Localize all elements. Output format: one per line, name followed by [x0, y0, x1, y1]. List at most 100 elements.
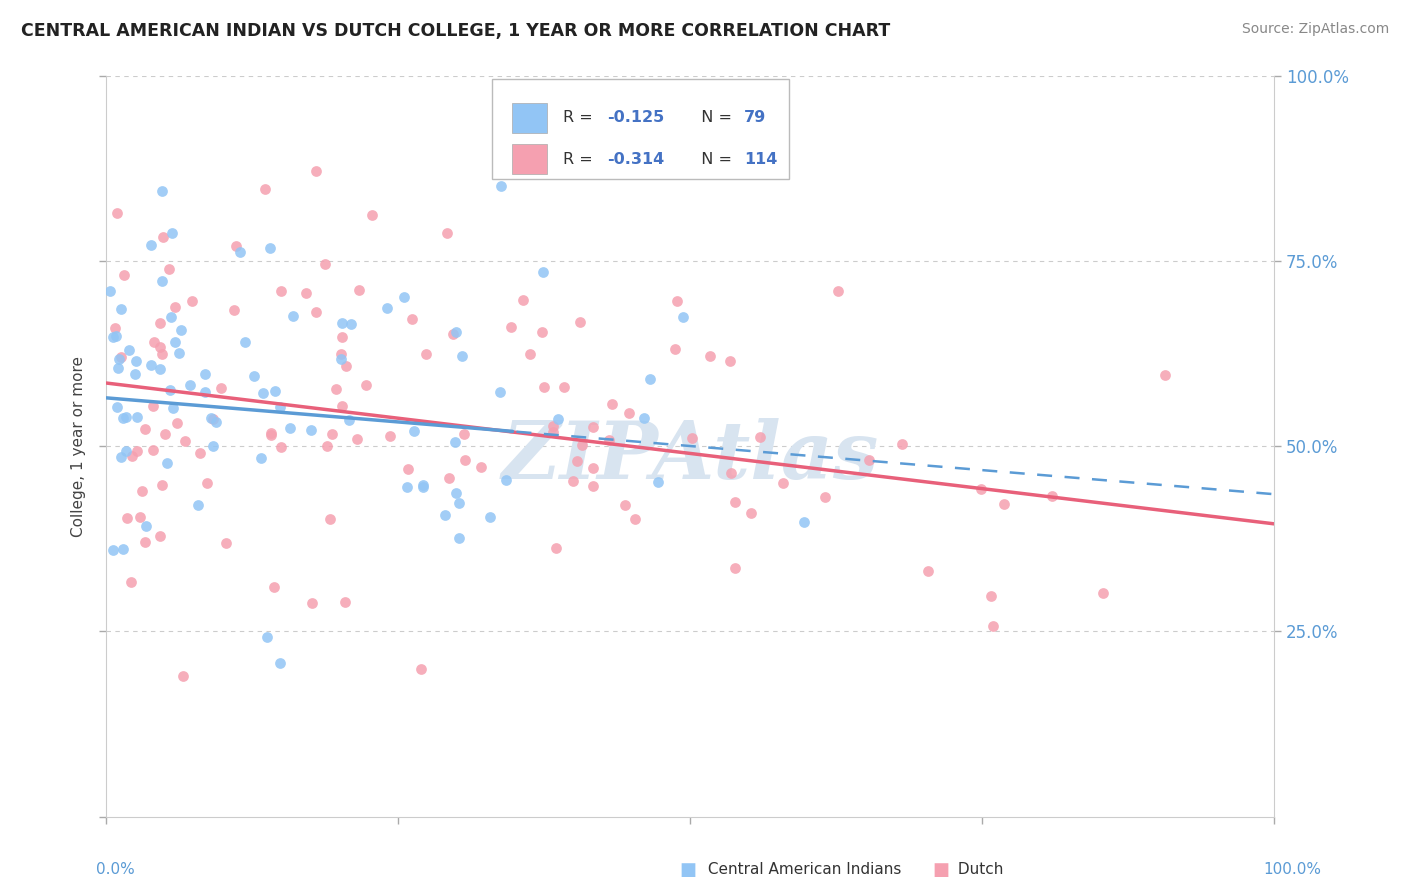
Point — [259, 425, 281, 440]
Text: Central American Indians: Central American Indians — [703, 863, 901, 877]
Point — [260, 428, 283, 442]
Point — [301, 596, 323, 610]
Point — [169, 346, 191, 360]
Text: ZIPAtlas: ZIPAtlas — [502, 418, 879, 496]
Point — [333, 595, 356, 609]
Point — [335, 359, 357, 374]
Point — [252, 385, 274, 400]
Point — [263, 580, 285, 594]
Point — [404, 424, 426, 438]
Point — [121, 449, 143, 463]
Point — [165, 335, 187, 350]
Point — [114, 410, 136, 425]
Point — [269, 400, 291, 414]
Point — [270, 440, 292, 454]
Text: -0.125: -0.125 — [607, 111, 665, 125]
Point — [814, 490, 837, 504]
Point — [205, 415, 228, 429]
Point — [104, 329, 127, 343]
Point — [157, 262, 180, 277]
Text: N =: N = — [692, 111, 738, 125]
Point — [233, 335, 256, 350]
Point — [409, 662, 432, 676]
Point — [568, 315, 591, 329]
Point — [305, 305, 328, 319]
Point — [180, 294, 202, 309]
Point — [519, 347, 541, 361]
Point — [249, 450, 271, 465]
Point — [433, 508, 456, 522]
Point — [134, 534, 156, 549]
Point — [150, 478, 173, 492]
Point — [581, 461, 603, 475]
Point — [330, 347, 353, 361]
Point — [101, 330, 124, 344]
Point — [446, 486, 468, 500]
Point — [280, 421, 302, 435]
Point — [375, 301, 398, 316]
Point — [229, 244, 252, 259]
Point — [443, 434, 465, 449]
Point — [105, 206, 128, 220]
Point — [222, 302, 245, 317]
Point — [174, 434, 197, 448]
Point — [1154, 368, 1177, 383]
Bar — [512, 103, 547, 133]
Point — [129, 509, 152, 524]
Point — [718, 354, 741, 368]
Point — [115, 511, 138, 525]
Point — [531, 325, 554, 339]
Point — [111, 410, 134, 425]
Point — [339, 317, 361, 331]
Point — [638, 372, 661, 386]
Point — [112, 268, 135, 282]
Point — [981, 619, 1004, 633]
Point — [110, 350, 132, 364]
Point — [195, 476, 218, 491]
Point — [647, 475, 669, 489]
Point — [454, 453, 477, 467]
Point — [209, 381, 232, 395]
Point — [125, 353, 148, 368]
Point — [118, 343, 141, 357]
Text: N =: N = — [692, 152, 738, 167]
Point — [446, 325, 468, 339]
Point — [858, 453, 880, 467]
Point — [142, 442, 165, 457]
Point — [105, 400, 128, 414]
Point — [150, 346, 173, 360]
Point — [565, 454, 588, 468]
Point — [283, 309, 305, 323]
Point — [533, 379, 555, 393]
Point — [512, 293, 534, 307]
Point — [666, 293, 689, 308]
Point — [450, 349, 472, 363]
Point — [396, 480, 419, 494]
Point — [263, 384, 285, 398]
Point — [139, 238, 162, 252]
Point — [724, 561, 747, 575]
Text: -0.314: -0.314 — [607, 152, 665, 167]
Y-axis label: College, 1 year or more: College, 1 year or more — [72, 356, 86, 536]
Point — [720, 466, 742, 480]
Point — [392, 290, 415, 304]
Text: 0.0%: 0.0% — [96, 863, 135, 877]
Point — [412, 478, 434, 492]
Point — [170, 323, 193, 337]
Point — [441, 326, 464, 341]
Point — [401, 312, 423, 326]
Point — [256, 631, 278, 645]
Point — [124, 367, 146, 381]
Point — [194, 385, 217, 400]
Point — [681, 431, 703, 445]
Point — [321, 426, 343, 441]
Point — [613, 499, 636, 513]
Point — [891, 437, 914, 451]
Point — [152, 230, 174, 244]
Point — [600, 397, 623, 411]
Point — [337, 412, 360, 426]
Point — [225, 239, 247, 253]
Point — [617, 406, 640, 420]
Point — [633, 411, 655, 425]
Point — [346, 432, 368, 446]
